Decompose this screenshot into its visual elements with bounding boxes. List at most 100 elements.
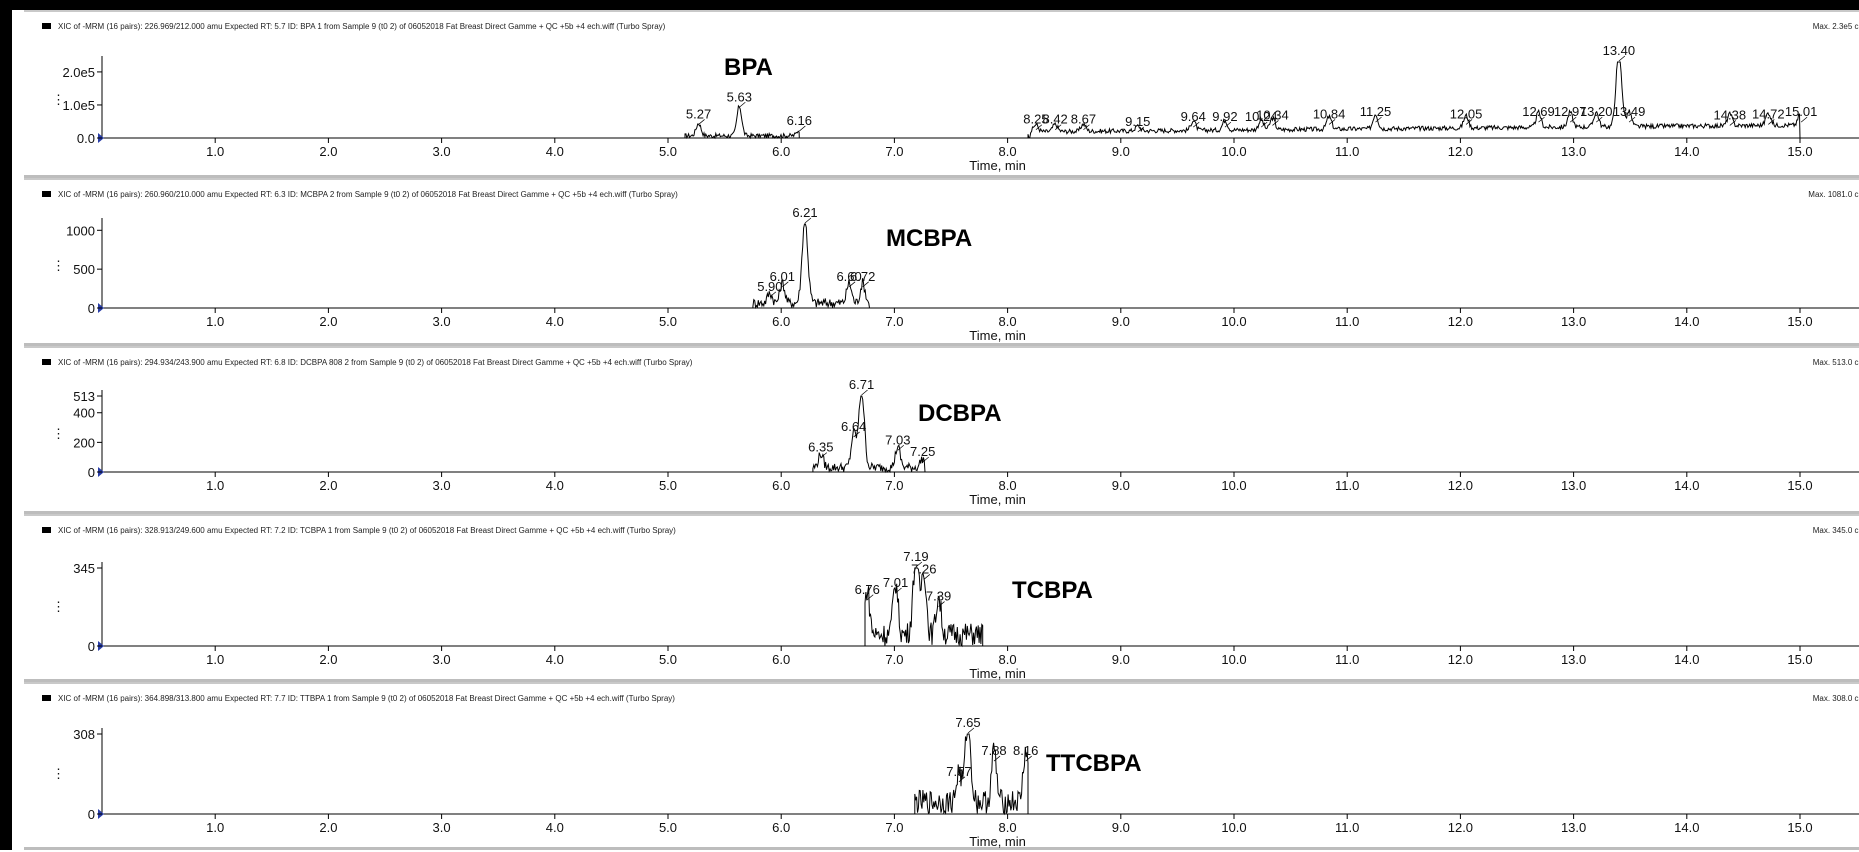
x-tick-label: 6.0 <box>772 820 790 835</box>
x-tick-label: 13.0 <box>1561 144 1586 159</box>
x-tick-label: 6.0 <box>772 314 790 329</box>
y-tick-label: 2.0e5 <box>62 65 95 80</box>
x-tick-label: 6.0 <box>772 478 790 493</box>
peak-rt-label: 6.16 <box>787 113 812 128</box>
peak-leader-line <box>820 452 828 458</box>
panel-menu-icon[interactable] <box>42 695 51 701</box>
x-tick-label: 9.0 <box>1112 652 1130 667</box>
x-tick-label: 8.0 <box>999 652 1017 667</box>
peak-leader-line <box>1729 120 1737 126</box>
peak-rt-label: 7.19 <box>903 549 928 564</box>
peak-leader-line <box>867 594 874 601</box>
x-axis-title: Time, min <box>969 666 1026 681</box>
axis-drag-handle-icon[interactable]: ⋮ <box>52 258 65 273</box>
peak-leader-line <box>1328 119 1336 125</box>
axis-drag-handle-icon[interactable]: ⋮ <box>52 766 65 781</box>
x-tick-label: 4.0 <box>546 144 564 159</box>
x-tick-label: 11.0 <box>1335 820 1359 835</box>
x-tick-label: 4.0 <box>546 478 564 493</box>
chromatogram-svg: XIC of -MRM (16 pairs): 294.934/243.900 … <box>42 358 1859 507</box>
peak-leader-line <box>1569 116 1577 123</box>
x-tick-label: 3.0 <box>433 820 451 835</box>
max-intensity-label: Max. 2.3e5 cps <box>1813 22 1859 31</box>
x-tick-label: 13.0 <box>1561 478 1586 493</box>
peak-rt-label: 8.67 <box>1071 112 1096 127</box>
y-tick-label: 0.0 <box>77 131 95 146</box>
peak-rt-label: 9.15 <box>1125 114 1150 129</box>
x-tick-label: 8.0 <box>999 478 1017 493</box>
max-intensity-label: Max. 308.0 cps <box>1813 694 1859 703</box>
x-tick-label: 9.0 <box>1112 144 1130 159</box>
x-tick-label: 15.0 <box>1787 820 1812 835</box>
x-tick-label: 14.0 <box>1674 820 1699 835</box>
x-tick-label: 4.0 <box>546 820 564 835</box>
peak-rt-label: 8.25 <box>1023 112 1048 127</box>
peak-rt-label: 7.39 <box>926 589 951 604</box>
x-tick-label: 1.0 <box>206 314 224 329</box>
peak-rt-label: 8.42 <box>1042 112 1067 127</box>
x-tick-label: 12.0 <box>1448 820 1473 835</box>
compound-name: BPA <box>724 54 773 81</box>
x-tick-label: 3.0 <box>433 652 451 667</box>
peak-leader-line <box>1054 124 1062 130</box>
max-intensity-label: Max. 1081.0 cps <box>1808 190 1859 199</box>
peak-rt-label: 6.01 <box>770 269 795 284</box>
peak-rt-label: 7.57 <box>946 764 971 779</box>
y-tick-label: 0 <box>88 301 95 316</box>
peak-leader-line <box>922 456 929 463</box>
peak-rt-label: 8.16 <box>1013 743 1038 758</box>
y-tick-label: 1.0e5 <box>62 98 95 113</box>
peak-leader-line <box>1768 119 1775 125</box>
peak-rt-label: 7.25 <box>910 444 935 459</box>
x-tick-label: 15.0 <box>1787 314 1812 329</box>
panel-menu-icon[interactable] <box>42 23 51 29</box>
chromatogram-panel-dcbpa: XIC of -MRM (16 pairs): 294.934/243.900 … <box>24 346 1859 514</box>
panel-menu-icon[interactable] <box>42 191 51 197</box>
max-intensity-label: Max. 345.0 cps <box>1813 526 1859 535</box>
x-tick-label: 15.0 <box>1787 144 1812 159</box>
x-tick-label: 1.0 <box>206 478 224 493</box>
panel-menu-icon[interactable] <box>42 527 51 533</box>
peak-leader-line <box>848 281 856 288</box>
peak-rt-label: 6.60 <box>836 269 861 284</box>
peak-rt-label: 12.05 <box>1450 106 1483 121</box>
y-tick-label: 200 <box>73 435 95 450</box>
chromatogram-svg: XIC of -MRM (16 pairs): 226.969/212.000 … <box>42 22 1859 173</box>
chromatogram-panel-bpa: XIC of -MRM (16 pairs): 226.969/212.000 … <box>24 10 1859 178</box>
axis-drag-handle-icon[interactable]: ⋮ <box>52 92 65 107</box>
axis-drag-handle-icon[interactable]: ⋮ <box>52 599 65 614</box>
chromatogram-trace <box>752 223 870 310</box>
panel-menu-icon[interactable] <box>42 359 51 365</box>
x-tick-label: 5.0 <box>659 652 677 667</box>
x-tick-label: 2.0 <box>319 820 337 835</box>
chromatogram-svg: XIC of -MRM (16 pairs): 328.913/249.600 … <box>42 526 1859 681</box>
peak-rt-label: 10.34 <box>1256 107 1289 122</box>
x-tick-label: 12.0 <box>1448 478 1473 493</box>
x-axis-title: Time, min <box>969 492 1026 507</box>
x-tick-label: 2.0 <box>319 144 337 159</box>
peak-leader-line <box>1628 116 1636 123</box>
axis-drag-handle-icon[interactable]: ⋮ <box>52 426 65 441</box>
chromatogram-trace <box>684 104 800 140</box>
x-tick-label: 10.0 <box>1221 652 1246 667</box>
x-axis-title: Time, min <box>969 158 1026 173</box>
peak-rt-label: 5.27 <box>686 106 711 121</box>
peak-leader-line <box>915 561 923 568</box>
y-tick-label: 0 <box>88 465 95 480</box>
peak-leader-line <box>1035 124 1043 130</box>
x-tick-label: 3.0 <box>433 314 451 329</box>
peak-rt-label: 15.01 <box>1785 104 1818 119</box>
peak-leader-line <box>862 281 869 288</box>
x-tick-label: 1.0 <box>206 652 224 667</box>
x-tick-label: 5.0 <box>659 314 677 329</box>
x-tick-label: 7.0 <box>885 144 903 159</box>
x-tick-label: 15.0 <box>1787 652 1812 667</box>
x-tick-label: 2.0 <box>319 652 337 667</box>
x-tick-label: 1.0 <box>206 820 224 835</box>
max-intensity-label: Max. 513.0 cps <box>1813 358 1859 367</box>
peak-leader-line <box>769 291 777 298</box>
peak-leader-line <box>739 101 746 108</box>
peak-leader-line <box>1272 120 1279 126</box>
peak-leader-line <box>967 727 975 734</box>
